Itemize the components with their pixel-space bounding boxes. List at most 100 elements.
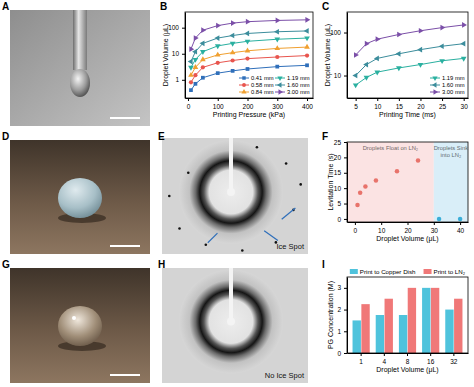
- data-point: [193, 64, 199, 69]
- data-point: [376, 36, 381, 42]
- data-point: [201, 76, 205, 80]
- plot-frame: [347, 277, 468, 353]
- y-tick-mark: [344, 33, 347, 34]
- ice-spot: [178, 227, 181, 230]
- beam-stop: [229, 268, 233, 322]
- legend-label: 0.41 mm: [251, 75, 274, 81]
- x-tick: 25: [439, 98, 447, 110]
- x-tick-label: 20: [404, 227, 412, 234]
- figure: 0100200300400110100Printing Pressure (kP…: [0, 0, 474, 387]
- panel-label: I: [322, 259, 325, 270]
- data-point: [374, 56, 379, 62]
- y-tick-label: 5: [337, 200, 341, 207]
- x-axis-title: Droplet Volume (μL): [376, 366, 438, 374]
- data-point: [189, 88, 193, 92]
- x-tick-mark: [307, 98, 308, 101]
- legend-label: 3.00 mm: [442, 89, 465, 95]
- x-tick: 4: [383, 353, 387, 365]
- y-axis-line: [185, 13, 186, 99]
- y-tick-mark: [344, 157, 347, 158]
- data-point: [363, 184, 368, 189]
- legend-marker: [242, 76, 245, 79]
- y-tick-label: 0: [337, 216, 341, 223]
- y-tick-label: 2: [337, 306, 341, 313]
- x-tick-label: 0: [354, 227, 358, 234]
- data-point: [200, 41, 205, 47]
- series-line: [191, 20, 307, 49]
- x-tick-label: 30: [431, 227, 439, 234]
- y-tick: 2: [337, 306, 347, 313]
- x-tick-label: 16: [427, 358, 435, 365]
- x-axis: 51015202530: [348, 98, 469, 110]
- x-tick-label: 25: [439, 103, 447, 110]
- region: [347, 142, 434, 222]
- y-axis-line: [347, 278, 348, 354]
- plot-area: [353, 288, 463, 353]
- annotation-arrow: [282, 208, 296, 219]
- image-panel: [10, 140, 150, 254]
- x-tick-label: 32: [450, 358, 458, 365]
- panel-label: F: [322, 131, 328, 142]
- data-point: [440, 25, 445, 31]
- legend-item: 1.60 mm: [430, 82, 465, 88]
- y-tick-mark: [344, 353, 347, 354]
- ice-spot: [187, 172, 190, 175]
- legend-label: 1.60 mm: [442, 82, 465, 88]
- photo-background: [10, 140, 150, 254]
- beam-stop: [229, 138, 233, 192]
- x-axis-title: Printing Pressure (kPa): [213, 111, 285, 119]
- data-point: [230, 42, 236, 47]
- data-point: [274, 38, 280, 43]
- y-tick-mark: [344, 173, 347, 174]
- x-tick: 16: [427, 353, 435, 365]
- data-point: [194, 82, 198, 86]
- x-tick-label: 10: [378, 227, 386, 234]
- x-tick-mark: [460, 222, 461, 225]
- data-point: [304, 44, 310, 49]
- legend-item: 3.00 mm: [275, 89, 310, 95]
- bar: [399, 315, 407, 353]
- x-tick: 0: [354, 222, 358, 234]
- y-tick-mark: [182, 54, 185, 55]
- legend-item: 3.00 mm: [430, 89, 465, 95]
- y-tick-label: 1: [337, 328, 341, 335]
- x-tick: 40: [457, 222, 465, 234]
- y-axis-line: [347, 13, 348, 99]
- data-point: [193, 73, 197, 77]
- y-tick-label: 10: [334, 185, 342, 192]
- x-tick-mark: [399, 98, 400, 101]
- image-panel: No Ice Spot: [162, 268, 308, 383]
- data-point: [305, 17, 310, 23]
- x-tick: 5: [354, 98, 358, 110]
- x-tick: 300: [272, 98, 283, 110]
- x-tick-mark: [407, 353, 408, 356]
- y-tick: 100: [168, 24, 185, 31]
- x-tick-mark: [434, 222, 435, 225]
- y-tick-mark: [344, 204, 347, 205]
- data-point: [461, 57, 467, 62]
- data-point: [200, 56, 206, 61]
- y-tick-label: 100: [330, 29, 341, 36]
- y-axis-title: Levitation Time (s): [327, 153, 335, 210]
- panel-label: A: [2, 1, 9, 12]
- data-point: [246, 67, 250, 71]
- region-label: Droplets Float on LN₂: [363, 145, 418, 151]
- y-tick: 25: [334, 139, 347, 146]
- x-tick: 100: [213, 98, 224, 110]
- ice-spot: [285, 162, 288, 165]
- y-axis-line: [347, 143, 348, 223]
- data-point: [188, 72, 194, 77]
- y-axis: 110100: [168, 13, 185, 99]
- legend: 1.19 mm1.60 mm3.00 mm: [430, 75, 465, 95]
- x-tick-mark: [218, 98, 219, 101]
- legend-marker: [242, 83, 246, 87]
- highlight: [72, 316, 76, 320]
- data-point: [246, 19, 251, 25]
- series-line: [191, 38, 307, 67]
- legend-item: 0.41 mm: [239, 75, 274, 81]
- bar: [445, 310, 453, 353]
- data-point: [374, 178, 379, 183]
- x-tick-mark: [361, 353, 362, 356]
- x-tick-mark: [420, 98, 421, 101]
- y-tick-mark: [182, 28, 185, 29]
